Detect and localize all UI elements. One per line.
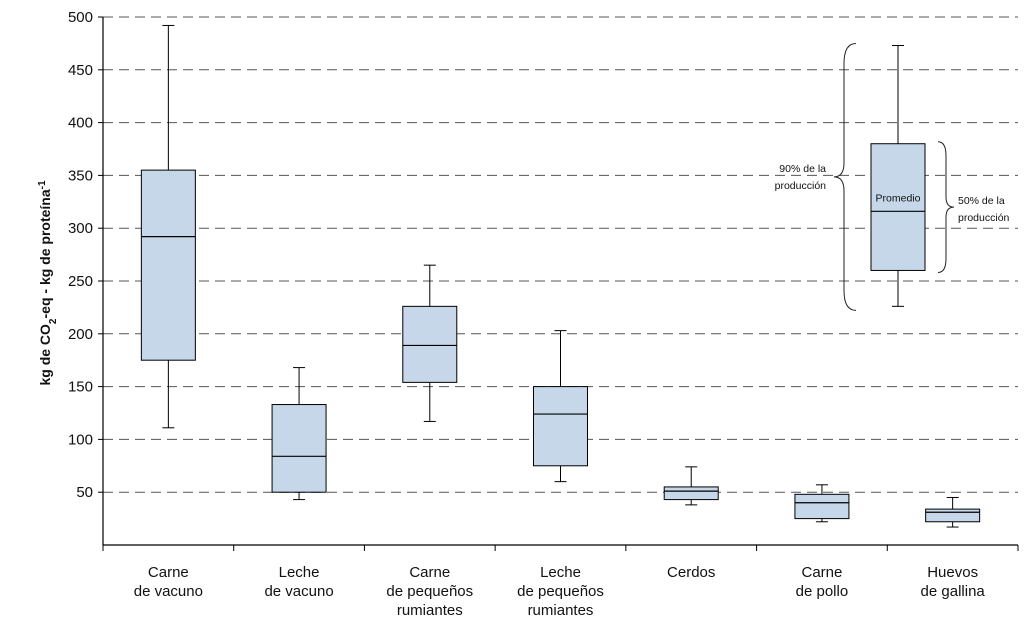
category-label: Cerdos (667, 564, 715, 581)
box-6 (794, 484, 850, 523)
y-tick-label: 350 (68, 167, 93, 184)
boxes (140, 24, 981, 528)
y-tick-label: 200 (68, 326, 93, 343)
legend: Promedio 90% de la producción 50% de la prod… (775, 43, 1010, 311)
category-label: Carne (148, 564, 189, 581)
box-5 (663, 466, 719, 506)
category-label: de pequeños (386, 583, 473, 600)
legend-brace-90 (833, 43, 857, 311)
category-label: Huevos (927, 564, 978, 581)
y-tick-label: 450 (68, 62, 93, 79)
category-label: Carne (409, 564, 450, 581)
box-3 (402, 264, 458, 422)
y-axis-label-middle: -eq - kg de proteína (37, 189, 53, 318)
box-iqr (925, 508, 981, 523)
category-label: Leche (279, 564, 320, 581)
legend-90-label: 90% de la (779, 163, 826, 175)
category-label: Leche (540, 564, 581, 581)
y-axis-label: kg de CO2-eq - kg de proteína-1 (37, 180, 59, 385)
category-label: de pequeños (517, 583, 604, 600)
box-2 (271, 367, 327, 501)
y-axis-label-superscript: -1 (37, 180, 48, 189)
box-iqr (663, 486, 719, 501)
legend-50-label: 50% de la (958, 195, 1005, 207)
legend-90-label: producción (775, 180, 827, 192)
category-label: de pollo (796, 583, 849, 600)
y-tick-label: 400 (68, 115, 93, 132)
legend-brace-50 (937, 141, 955, 273)
box-iqr (533, 386, 588, 467)
category-label: rumiantes (528, 602, 594, 619)
category-label: de gallina (921, 583, 986, 600)
box-iqr (271, 404, 327, 493)
box-1 (140, 24, 196, 429)
y-tick-label: 100 (68, 431, 93, 448)
y-tick-label: 150 (68, 379, 93, 396)
category-label: Carne (801, 564, 842, 581)
legend-example-box (870, 45, 926, 307)
y-tick-label: 300 (68, 220, 93, 237)
y-axis-label-subscript: 2 (48, 318, 59, 324)
y-tick-label: 50 (76, 484, 93, 501)
box-7 (925, 496, 981, 528)
legend-promedio-label: Promedio (876, 192, 921, 204)
category-label: de vacuno (264, 583, 333, 600)
category-label: rumiantes (397, 602, 463, 619)
legend-50-label: producción (958, 212, 1010, 224)
box-iqr (140, 169, 196, 361)
box-iqr (870, 143, 926, 271)
category-labels: Carne de vacuno Leche de vacuno Carne de pequ… (134, 564, 986, 619)
box-iqr (402, 305, 458, 383)
box-4 (533, 330, 588, 483)
category-label: de vacuno (134, 583, 203, 600)
box-iqr (794, 493, 850, 520)
y-tick-label: 250 (68, 273, 93, 290)
y-axis-label-prefix: kg de CO (37, 324, 53, 386)
y-tick-label: 500 (68, 9, 93, 26)
axes: 50 100 150 200 250 300 350 400 450 500 (68, 9, 1019, 551)
